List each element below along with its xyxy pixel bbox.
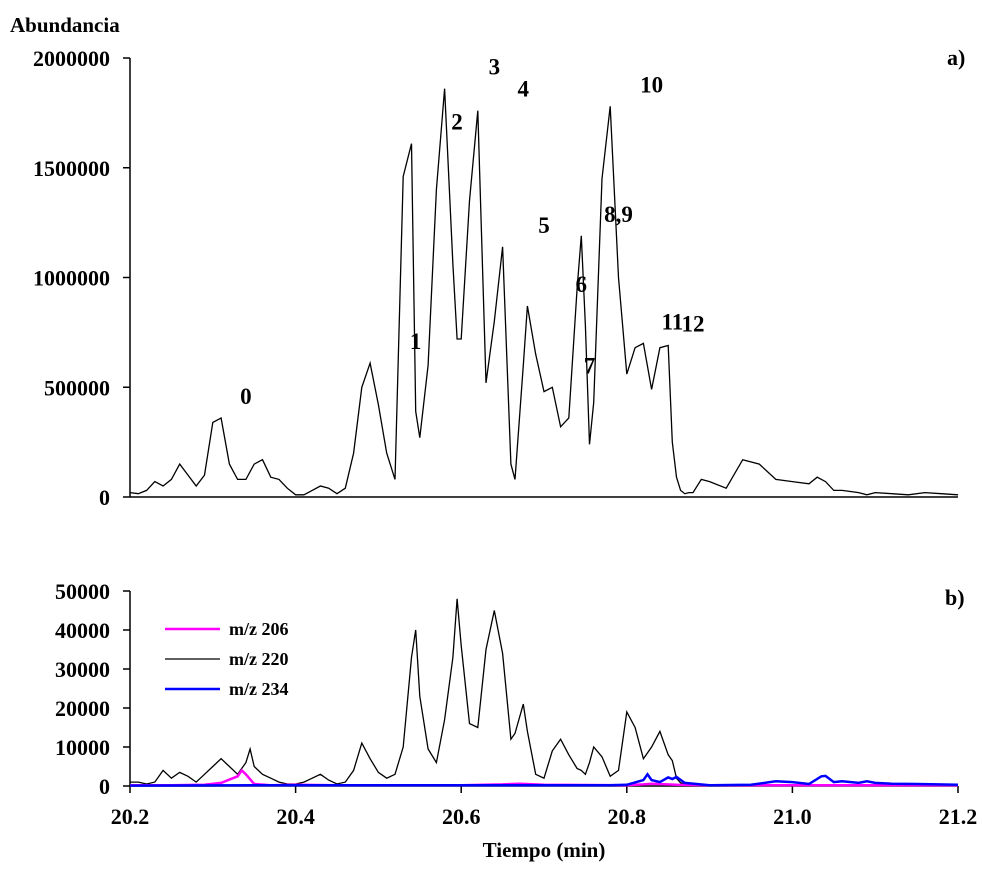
peak-label: 10 [640,72,663,97]
y-tick-label-b: 50000 [55,579,110,604]
x-tick-label: 20.2 [111,804,150,829]
y-tick-label-b: 0 [99,774,110,799]
y-tick-label-a: 0 [99,485,110,510]
y-axis-title-a: Abundancia [10,13,120,37]
legend: m/z 206 m/z 220 m/z 234 [165,619,288,699]
panel-a-label: a) [947,45,965,70]
x-axis-title: Tiempo (min) [483,838,606,862]
x-tick-label: 21.0 [773,804,812,829]
y-tick-label-a: 500000 [44,375,110,400]
peak-label: 4 [518,77,530,102]
peak-label: 7 [584,353,596,378]
series-lines-b [129,598,959,787]
legend-label: m/z 206 [229,619,288,639]
peak-label: 3 [489,55,501,80]
peak-label: 2 [451,110,463,135]
x-tick-label: 20.4 [276,804,315,829]
peak-label: 11 [661,309,683,334]
y-tick-label-b: 40000 [55,618,110,643]
peak-label: 0 [240,384,252,409]
panel-b-label: b) [945,585,965,610]
y-tick-label-b: 20000 [55,696,110,721]
y-tick-label-a: 1000000 [33,266,110,291]
peak-label: 5 [538,213,550,238]
y-tick-label-b: 10000 [55,735,110,760]
panel-a-chart: Abundancia a) 0 500000 1000000 1500000 20000… [10,13,965,510]
x-tick-label: 20.6 [442,804,481,829]
y-ticks-b: 0 10000 20000 30000 40000 50000 [55,579,130,799]
legend-label: m/z 234 [229,679,288,699]
peak-label: 8,9 [604,202,633,227]
y-ticks-a: 0 500000 1000000 1500000 2000000 [33,46,130,510]
x-tick-label: 20.8 [608,804,647,829]
peak-label: 1 [410,329,422,354]
peak-label: 6 [576,272,588,297]
x-ticks-b: 20.2 20.4 20.6 20.8 21.0 21.2 [111,786,978,829]
x-tick-label: 21.2 [939,804,978,829]
y-tick-label-b: 30000 [55,657,110,682]
legend-label: m/z 220 [229,649,288,669]
series-line-tic [129,88,959,496]
y-tick-label-a: 2000000 [33,46,110,71]
peak-label: 12 [682,312,705,337]
series-line-m-z-234 [129,772,959,787]
y-tick-label-a: 1500000 [33,156,110,181]
